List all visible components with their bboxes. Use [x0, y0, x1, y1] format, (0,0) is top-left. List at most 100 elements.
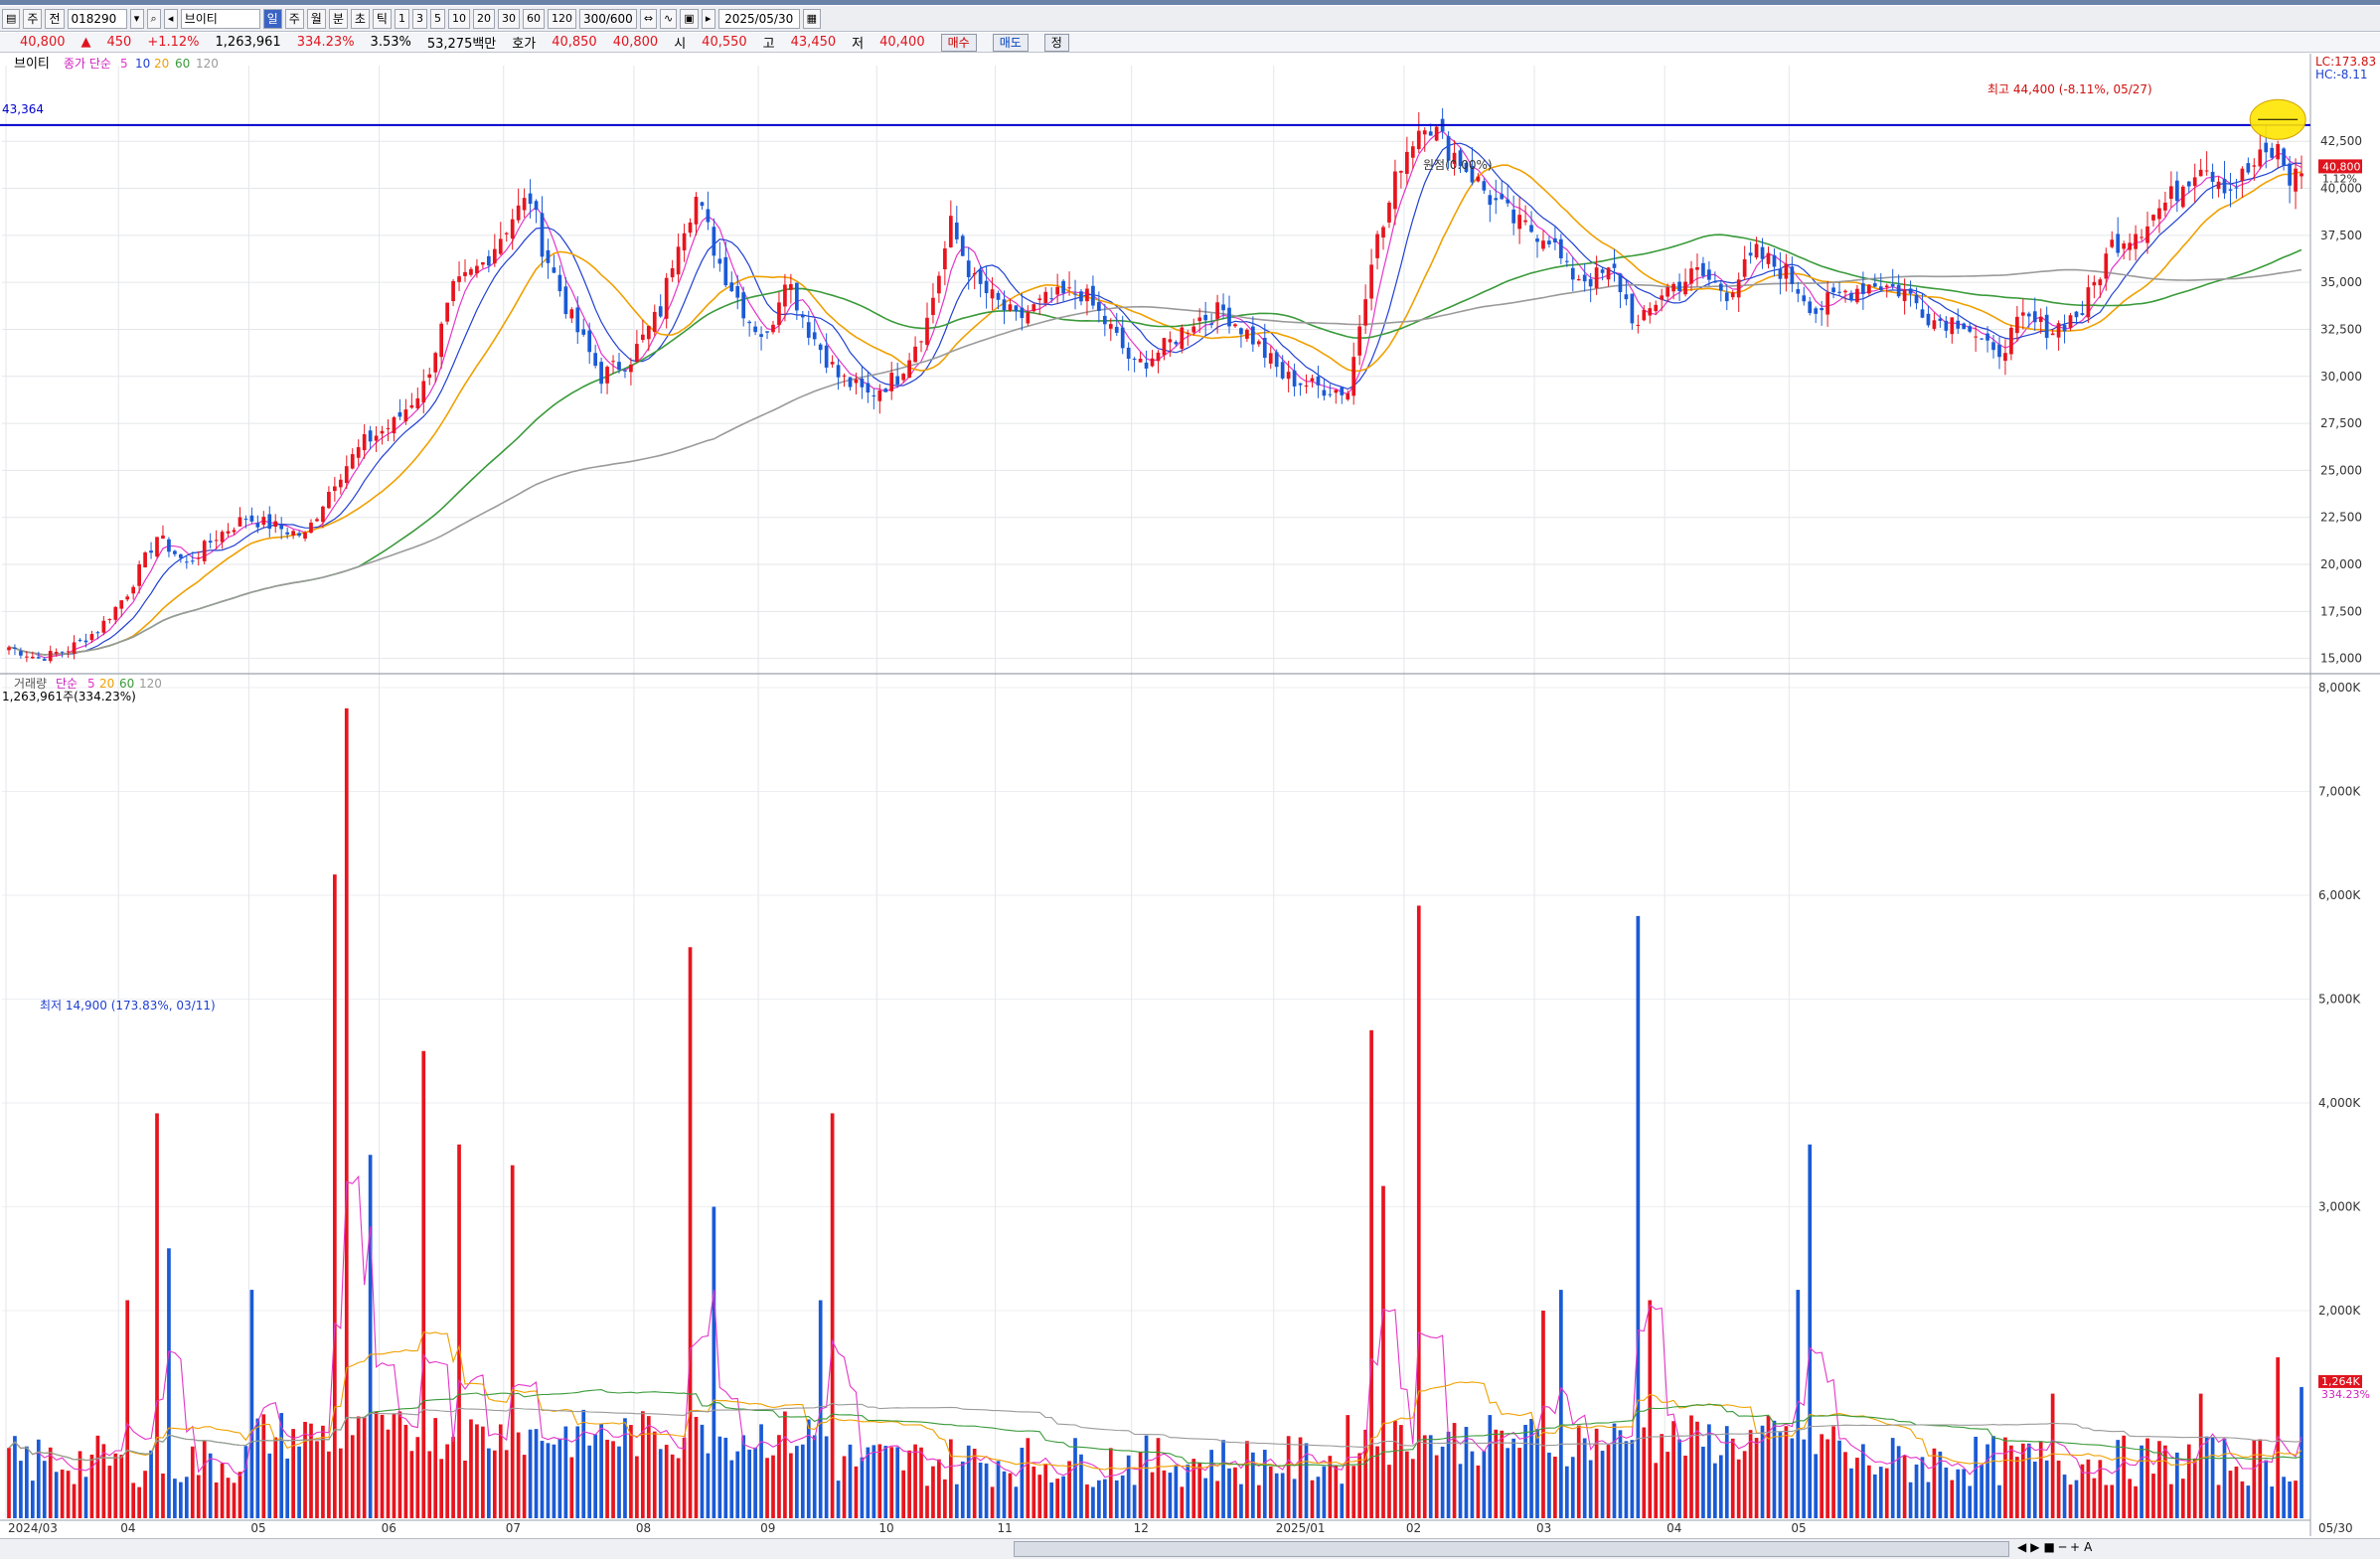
- stop-icon[interactable]: ■: [2043, 1540, 2055, 1554]
- interval-5-button[interactable]: 5: [429, 8, 445, 29]
- save-icon[interactable]: ▣: [680, 8, 699, 29]
- volume-bar: [1730, 1438, 1735, 1518]
- candle-body: [1837, 291, 1841, 293]
- scroll-right-icon[interactable]: ▶: [2030, 1540, 2040, 1554]
- legend-ma20: 20: [154, 57, 169, 71]
- correct-button[interactable]: 정: [1043, 33, 1069, 52]
- volume-bar: [2068, 1484, 2073, 1518]
- volume-bar: [1256, 1484, 1261, 1518]
- price-tick-label: 27,500: [2320, 416, 2362, 430]
- volume-bar: [403, 1424, 408, 1518]
- high-annotation: 최고 44,400 (-8.11%, 05/27): [1987, 82, 2152, 96]
- interval-20-button[interactable]: 20: [472, 8, 495, 29]
- volume-bar: [1304, 1443, 1309, 1518]
- candle-body: [267, 514, 272, 530]
- volume-bar: [1482, 1451, 1487, 1518]
- sub-select[interactable]: 전: [45, 8, 65, 29]
- buy-button[interactable]: 매수: [940, 33, 977, 52]
- volume-bar: [895, 1447, 900, 1518]
- price-tick-label: 40,000: [2320, 182, 2362, 196]
- volume-bar: [1381, 1185, 1385, 1518]
- auto-scale-icon[interactable]: A: [2084, 1540, 2093, 1554]
- period-tick-button[interactable]: 틱: [372, 8, 392, 29]
- sell-button[interactable]: 매도: [992, 33, 1029, 52]
- candle-body: [972, 272, 977, 275]
- chart-line-icon[interactable]: ∿: [660, 8, 678, 29]
- candle-body: [315, 519, 319, 522]
- interval-60-button[interactable]: 60: [522, 8, 545, 29]
- volume-bar: [1523, 1424, 1527, 1518]
- stock-chart[interactable]: 42,500 40,000 37,500 35,000 32,500 30,000 27,5…: [0, 54, 2380, 1538]
- volume-bar: [1055, 1479, 1059, 1518]
- date-field[interactable]: 2025/05/30: [717, 8, 800, 29]
- period-week-button[interactable]: 주: [284, 8, 304, 29]
- interval-3-button[interactable]: 3: [411, 8, 427, 29]
- calendar-icon[interactable]: ▦: [802, 8, 822, 29]
- volume-bar: [1837, 1440, 1841, 1518]
- volume-bar: [1689, 1415, 1693, 1518]
- period-second-button[interactable]: 초: [350, 8, 370, 29]
- period-minute-button[interactable]: 분: [328, 8, 348, 29]
- volume-bar: [25, 1446, 29, 1518]
- chart-type-icon[interactable]: ▤: [2, 8, 21, 29]
- data-count-field[interactable]: 300/600: [578, 8, 637, 29]
- zoom-in-icon[interactable]: +: [2070, 1540, 2081, 1554]
- candle-body: [2104, 253, 2109, 279]
- horizontal-scrollbar[interactable]: [1014, 1541, 2009, 1557]
- volume-bar: [794, 1446, 799, 1518]
- volume-bar: [907, 1450, 911, 1518]
- zoom-out-icon[interactable]: ─: [2058, 1540, 2067, 1554]
- interval-30-button[interactable]: 30: [497, 8, 520, 29]
- candle-body: [2270, 147, 2275, 158]
- volume-bar: [2151, 1474, 2155, 1518]
- candle-body: [2140, 236, 2143, 238]
- period-day-button[interactable]: 일: [262, 8, 282, 29]
- interval-10-button[interactable]: 10: [447, 8, 470, 29]
- scroll-left-icon[interactable]: ◀: [2017, 1540, 2027, 1554]
- volume-bar: [747, 1449, 751, 1518]
- price-tick-label: 15,000: [2320, 652, 2362, 666]
- zoom-icon[interactable]: ⇔: [639, 8, 658, 29]
- volume-tick-label: 8,000K: [2318, 681, 2361, 695]
- mode-select[interactable]: 주: [23, 8, 43, 29]
- play-icon[interactable]: ▸: [701, 8, 715, 29]
- search-icon[interactable]: ⌕: [146, 8, 161, 29]
- volume-bar: [978, 1463, 983, 1518]
- current-volume-pct-label: 334.23%: [2321, 1388, 2370, 1401]
- volume-bar: [1666, 1452, 1670, 1518]
- volume-bar: [658, 1449, 663, 1518]
- candle-body: [1582, 274, 1587, 282]
- volume-bar: [1037, 1475, 1042, 1518]
- candle-body: [528, 193, 533, 205]
- volume-bar: [1203, 1478, 1208, 1518]
- candle-body: [1808, 301, 1813, 314]
- candle-body: [510, 219, 515, 239]
- candle-body: [1529, 225, 1533, 233]
- volume-bar: [1506, 1448, 1510, 1518]
- volume-bar: [208, 1453, 213, 1518]
- volume-bar: [670, 1454, 675, 1518]
- candle-body: [1150, 358, 1155, 367]
- volume-bar: [925, 1485, 929, 1518]
- volume-bar: [1808, 1144, 1813, 1518]
- dropdown-icon[interactable]: ▾: [129, 8, 144, 29]
- candle-body: [1233, 324, 1237, 327]
- volume-bar: [901, 1470, 905, 1518]
- volume-bar: [1582, 1438, 1587, 1518]
- ma20-line: [8, 164, 2302, 656]
- volume-bar: [1340, 1483, 1345, 1518]
- candle-body: [1061, 280, 1065, 294]
- candle-body: [1482, 181, 1487, 191]
- volume-bar: [409, 1451, 414, 1518]
- stock-code-input[interactable]: 018290: [67, 8, 127, 29]
- volume-bar: [1630, 1440, 1635, 1518]
- interval-1-button[interactable]: 1: [394, 8, 409, 29]
- volume-bar: [101, 1444, 106, 1518]
- period-month-button[interactable]: 월: [306, 8, 326, 29]
- interval-120-button[interactable]: 120: [547, 8, 576, 29]
- volume-bar: [1707, 1424, 1711, 1518]
- prev-stock-icon[interactable]: ◂: [163, 8, 178, 29]
- volume-bar: [1849, 1468, 1853, 1518]
- volume-bar: [2180, 1479, 2185, 1518]
- volume-bar: [2080, 1464, 2085, 1518]
